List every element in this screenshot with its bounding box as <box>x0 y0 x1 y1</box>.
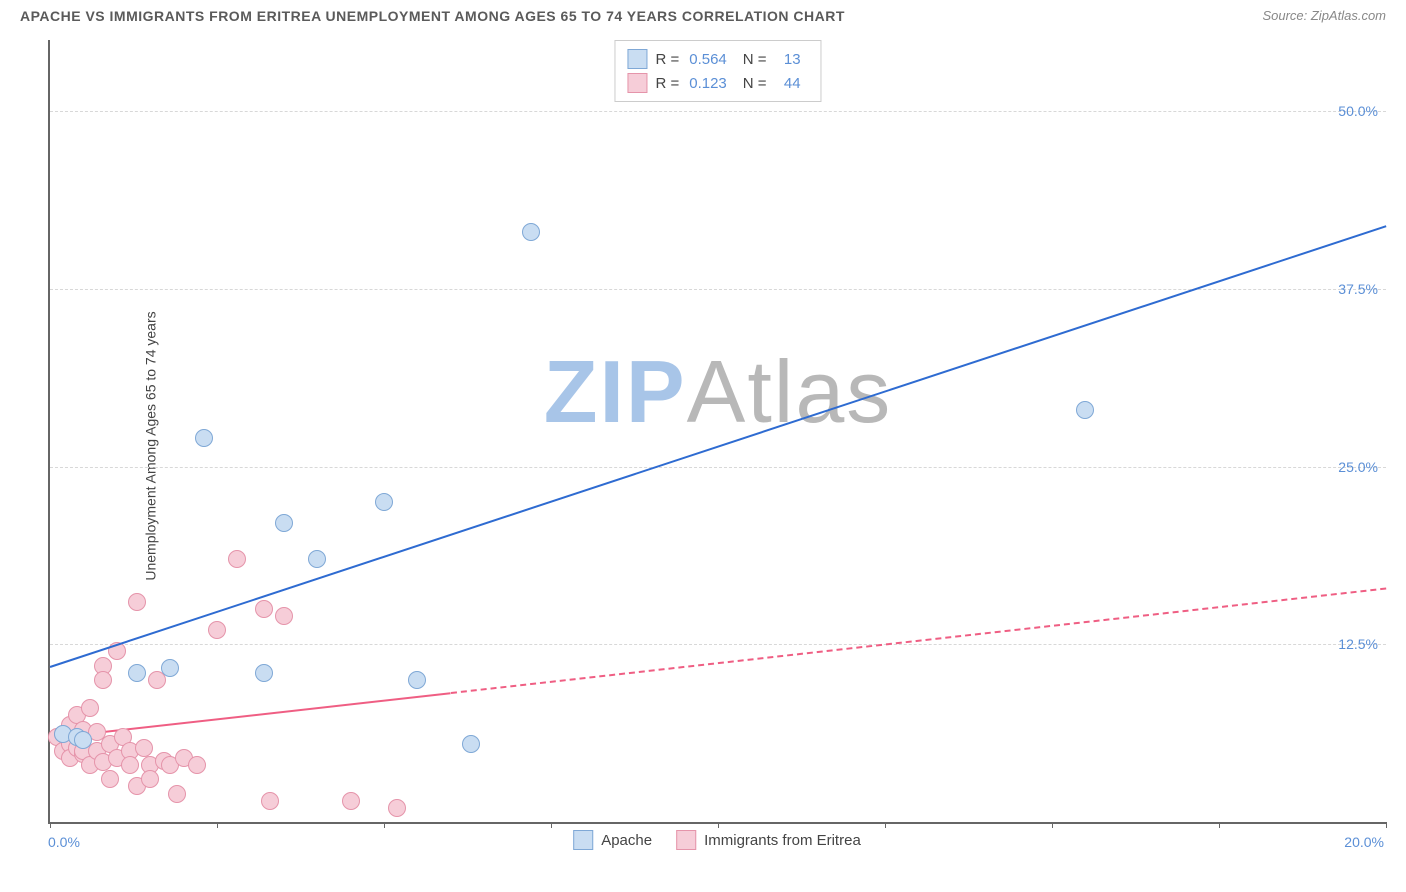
y-tick-label: 50.0% <box>1338 103 1378 119</box>
gridline <box>50 467 1386 468</box>
x-tick <box>1219 822 1220 828</box>
data-point <box>342 792 360 810</box>
chart-source: Source: ZipAtlas.com <box>1262 8 1386 23</box>
data-point <box>255 664 273 682</box>
data-point <box>275 607 293 625</box>
data-point <box>261 792 279 810</box>
legend-stat-row: R =0.564N =13 <box>627 47 808 71</box>
legend-swatch <box>627 49 647 69</box>
legend-series: Apache Immigrants from Eritrea <box>573 830 861 850</box>
data-point <box>94 671 112 689</box>
x-tick <box>384 822 385 828</box>
watermark: ZIPAtlas <box>544 341 893 443</box>
gridline <box>50 644 1386 645</box>
data-point <box>81 699 99 717</box>
trend-line <box>451 587 1386 693</box>
data-point <box>101 770 119 788</box>
gridline <box>50 111 1386 112</box>
data-point <box>375 493 393 511</box>
data-point <box>275 514 293 532</box>
data-point <box>74 731 92 749</box>
chart-title: APACHE VS IMMIGRANTS FROM ERITREA UNEMPL… <box>20 8 845 24</box>
data-point <box>141 770 159 788</box>
plot-area: ZIPAtlas R =0.564N =13R =0.123N =44 12.5… <box>48 40 1386 824</box>
data-point <box>128 664 146 682</box>
chart-header: APACHE VS IMMIGRANTS FROM ERITREA UNEMPL… <box>20 8 1386 24</box>
legend-stats: R =0.564N =13R =0.123N =44 <box>614 40 821 102</box>
chart-area: Unemployment Among Ages 65 to 74 years Z… <box>48 40 1386 852</box>
trend-line <box>50 225 1387 668</box>
data-point <box>408 671 426 689</box>
legend-series-item: Apache <box>573 830 652 850</box>
data-point <box>161 659 179 677</box>
data-point <box>135 739 153 757</box>
legend-swatch <box>627 73 647 93</box>
trend-line <box>50 692 451 739</box>
legend-series-item: Immigrants from Eritrea <box>676 830 861 850</box>
x-tick <box>718 822 719 828</box>
data-point <box>255 600 273 618</box>
data-point <box>188 756 206 774</box>
x-tick-label: 0.0% <box>48 834 80 850</box>
data-point <box>388 799 406 817</box>
y-tick-label: 12.5% <box>1338 636 1378 652</box>
data-point <box>121 756 139 774</box>
x-tick <box>885 822 886 828</box>
gridline <box>50 289 1386 290</box>
x-tick-label: 20.0% <box>1344 834 1384 850</box>
x-tick <box>551 822 552 828</box>
data-point <box>1076 401 1094 419</box>
y-tick-label: 37.5% <box>1338 281 1378 297</box>
y-tick-label: 25.0% <box>1338 459 1378 475</box>
legend-swatch <box>676 830 696 850</box>
data-point <box>522 223 540 241</box>
x-tick <box>1386 822 1387 828</box>
data-point <box>462 735 480 753</box>
data-point <box>208 621 226 639</box>
legend-stat-row: R =0.123N =44 <box>627 71 808 95</box>
x-tick <box>50 822 51 828</box>
data-point <box>228 550 246 568</box>
data-point <box>195 429 213 447</box>
legend-swatch <box>573 830 593 850</box>
data-point <box>128 593 146 611</box>
data-point <box>168 785 186 803</box>
x-tick <box>1052 822 1053 828</box>
data-point <box>308 550 326 568</box>
x-tick <box>217 822 218 828</box>
